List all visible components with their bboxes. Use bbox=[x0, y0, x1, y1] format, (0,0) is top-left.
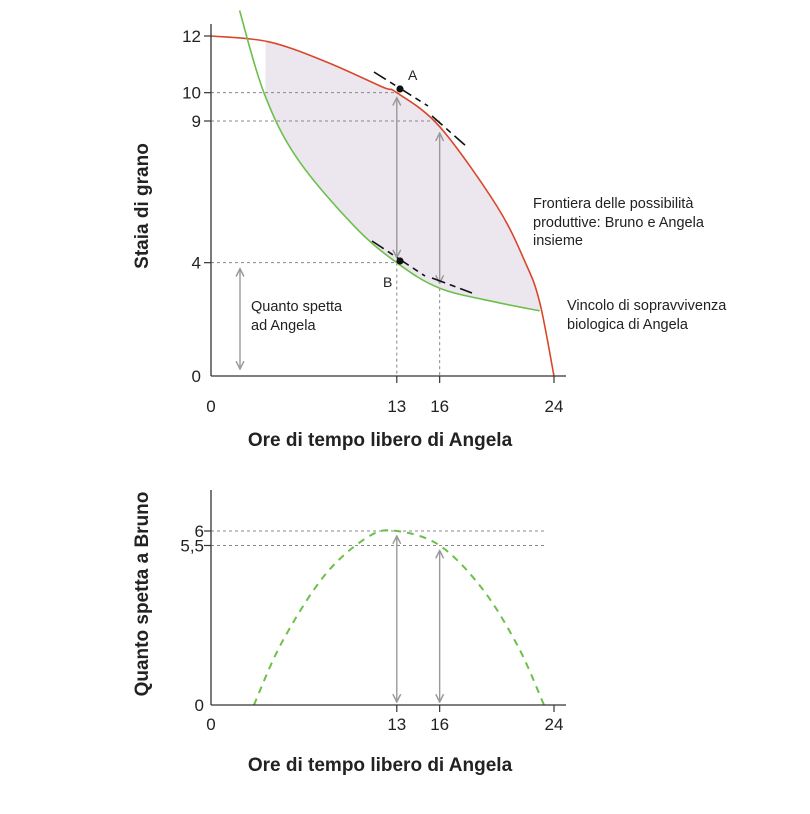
bottom-y-ticks: 05,56 bbox=[180, 522, 211, 715]
bottom-x-ticks: 0 13 16 24 bbox=[206, 705, 563, 734]
y-tick-label: 6 bbox=[195, 522, 204, 541]
y-tick-label: 0 bbox=[192, 367, 201, 386]
bottom-x-axis-title: Ore di tempo libero di Angela bbox=[248, 755, 513, 776]
x-tick-label: 13 bbox=[387, 715, 406, 734]
x-tick-label: 13 bbox=[387, 397, 406, 416]
top-arrows bbox=[240, 98, 440, 369]
y-tick-label: 9 bbox=[192, 112, 201, 131]
bottom-chart: 05,56 0 13 16 24 Ore di tempo libero di Ang… bbox=[132, 490, 566, 776]
angela-share-annotation: Quanto spetta ad Angela bbox=[251, 299, 346, 334]
point-a bbox=[396, 85, 404, 93]
top-y-axis-title: Staia di grano bbox=[132, 143, 153, 269]
tangent-frontier-16 bbox=[431, 115, 467, 147]
top-chart: 0 4 9 10 12 0 13 16 24 A B Frontiera delle poss… bbox=[132, 10, 730, 451]
point-a-label: A bbox=[408, 67, 418, 83]
y-tick-label: 12 bbox=[182, 27, 201, 46]
x-tick-label: 16 bbox=[430, 397, 449, 416]
x-tick-label: 24 bbox=[545, 397, 564, 416]
frontier-annotation: Frontiera delle possibilità produttive: … bbox=[533, 196, 708, 249]
top-x-axis-title: Ore di tempo libero di Angela bbox=[248, 430, 513, 451]
bottom-y-axis-title: Quanto spetta a Bruno bbox=[132, 492, 153, 697]
survival-annotation: Vincolo di sopravvivenza biologica di An… bbox=[567, 298, 730, 333]
bottom-arrows bbox=[397, 536, 440, 702]
top-y-ticks: 0 4 9 10 12 bbox=[182, 27, 211, 386]
y-tick-label: 5,5 bbox=[180, 537, 204, 556]
x-tick-label: 0 bbox=[206, 715, 215, 734]
bruno-share-curve bbox=[252, 529, 545, 706]
production-frontier-curve bbox=[210, 35, 555, 377]
y-tick-label: 4 bbox=[192, 254, 201, 273]
x-tick-label: 16 bbox=[430, 715, 449, 734]
y-tick-label: 10 bbox=[182, 84, 201, 103]
tangent-survival-16 bbox=[431, 277, 473, 294]
survival-constraint-curve bbox=[238, 10, 540, 312]
x-tick-label: 0 bbox=[206, 397, 215, 416]
surplus-area bbox=[265, 41, 541, 311]
top-guide-lines bbox=[211, 92, 441, 376]
point-b bbox=[396, 257, 404, 265]
y-tick-label: 0 bbox=[195, 696, 204, 715]
top-x-ticks: 0 13 16 24 bbox=[206, 376, 563, 416]
x-tick-label: 24 bbox=[545, 715, 564, 734]
point-b-label: B bbox=[383, 274, 392, 290]
bottom-guide-lines bbox=[211, 530, 545, 546]
